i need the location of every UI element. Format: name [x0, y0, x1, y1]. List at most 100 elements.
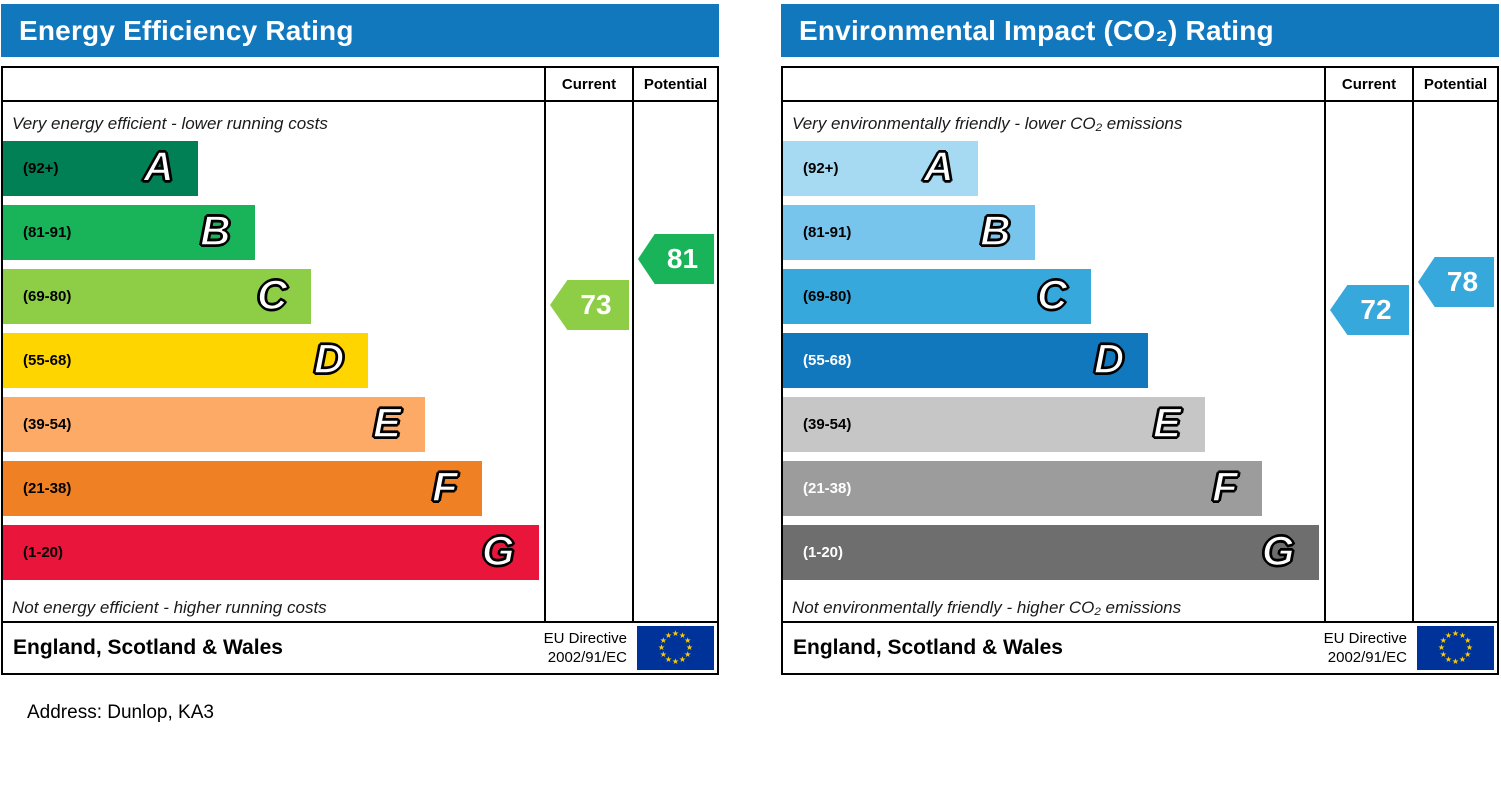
panel-title: Energy Efficiency Rating [19, 14, 354, 46]
table-head: Current Potential [3, 68, 717, 102]
band-range-label: (81-91) [803, 224, 852, 241]
band-letter: G [481, 526, 515, 574]
top-caption: Very energy efficient - lower running co… [12, 114, 328, 133]
epc-band-row-c: (69-80) C [783, 269, 1324, 333]
epc-band-row-c: (69-80) C [3, 269, 544, 333]
band-range-label: (1-20) [803, 544, 844, 561]
current-rating-value: 72 [1360, 294, 1392, 325]
epc-band-bar-f: (21-38) F [783, 461, 1262, 516]
epc-band-bar-g: (1-20) G [3, 525, 539, 580]
table-body: Very energy efficient - lower running co… [3, 102, 717, 621]
band-range-label: (92+) [803, 160, 839, 177]
band-letter: A [143, 142, 175, 190]
potential-column-header: Potential [1412, 68, 1497, 100]
address-line: Address: Dunlop, KA3 [27, 702, 214, 723]
environmental-impact-panel: Environmental Impact (CO₂) Rating Curren… [781, 4, 1499, 675]
band-letter: B [199, 206, 231, 254]
potential-column: 78 [1412, 102, 1497, 621]
band-range-label: (92+) [23, 160, 59, 177]
band-list: (92+) A (81-91) B (69-80) C (55-68) D (39-54) E (2… [783, 141, 1324, 589]
epc-band-bar-g: (1-20) G [783, 525, 1319, 580]
current-column-header: Current [544, 68, 632, 100]
epc-band-bar-b: (81-91) B [783, 205, 1035, 260]
epc-band-row-a: (92+) A [783, 141, 1324, 205]
band-range-label: (55-68) [803, 352, 852, 369]
band-letter: F [1211, 462, 1238, 510]
epc-band-row-e: (39-54) E [783, 397, 1324, 461]
band-letter: D [1093, 334, 1125, 382]
epc-band-row-a: (92+) A [3, 141, 544, 205]
energy-efficiency-table: Current Potential Very energy efficient … [1, 66, 719, 623]
band-letter: E [1152, 398, 1182, 446]
epc-band-row-g: (1-20) G [783, 525, 1324, 589]
region-label: England, Scotland & Wales [793, 636, 1063, 659]
band-letter: G [1261, 526, 1295, 574]
epc-band-bar-c: (69-80) C [783, 269, 1092, 324]
band-letter: F [431, 462, 458, 510]
band-range-label: (55-68) [23, 352, 72, 369]
epc-band-bar-f: (21-38) F [3, 461, 482, 516]
footer-bar: England, Scotland & Wales EU Directive 2… [1, 623, 719, 675]
epc-band-row-g: (1-20) G [3, 525, 544, 589]
band-range-label: (21-38) [803, 480, 852, 497]
bottom-caption: Not environmentally friendly - higher CO… [792, 598, 1182, 617]
current-rating-arrow: 72 [1330, 285, 1409, 335]
band-range-label: (39-54) [803, 416, 852, 433]
current-column: 72 [1324, 102, 1412, 621]
band-range-label: (1-20) [23, 544, 64, 561]
table-head: Current Potential [783, 68, 1497, 102]
region-label: England, Scotland & Wales [13, 636, 283, 659]
epc-band-bar-d: (55-68) D [783, 333, 1149, 388]
epc-band-bar-a: (92+) A [3, 141, 198, 196]
epc-band-row-f: (21-38) F [783, 461, 1324, 525]
band-letter: E [372, 398, 402, 446]
band-range-label: (81-91) [23, 224, 72, 241]
eu-flag-icon: ★ ★ ★ ★ ★ ★ ★ ★ ★ ★ ★ ★ [637, 626, 714, 670]
band-list: (92+) A (81-91) B (69-80) C (55-68) D (39-54) E (2… [3, 141, 544, 589]
potential-column: 81 [632, 102, 717, 621]
head-spacer [3, 68, 544, 100]
epc-band-row-f: (21-38) F [3, 461, 544, 525]
epc-band-bar-e: (39-54) E [783, 397, 1205, 452]
epc-band-row-e: (39-54) E [3, 397, 544, 461]
current-column-header: Current [1324, 68, 1412, 100]
footer-bar: England, Scotland & Wales EU Directive 2… [781, 623, 1499, 675]
current-column: 73 [544, 102, 632, 621]
band-area: Very environmentally friendly - lower CO… [783, 102, 1324, 621]
panel-title: Environmental Impact (CO₂) Rating [799, 14, 1274, 46]
band-range-label: (39-54) [23, 416, 72, 433]
band-letter: A [923, 142, 955, 190]
table-body: Very environmentally friendly - lower CO… [783, 102, 1497, 621]
energy-efficiency-panel: Energy Efficiency Rating Current Potenti… [1, 4, 719, 675]
potential-column-header: Potential [632, 68, 717, 100]
eu-directive-line1: EU Directive [543, 629, 627, 647]
band-letter: B [979, 206, 1011, 254]
environmental-impact-title-bar: Environmental Impact (CO₂) Rating [781, 4, 1499, 57]
current-rating-arrow: 73 [550, 280, 629, 330]
environmental-impact-table: Current Potential Very environmentally f… [781, 66, 1499, 623]
potential-rating-arrow: 81 [638, 234, 714, 284]
band-range-label: (69-80) [803, 288, 852, 305]
energy-efficiency-title-bar: Energy Efficiency Rating [1, 4, 719, 57]
epc-band-bar-c: (69-80) C [3, 269, 312, 324]
epc-band-row-d: (55-68) D [783, 333, 1324, 397]
band-range-label: (21-38) [23, 480, 72, 497]
band-area: Very energy efficient - lower running co… [3, 102, 544, 621]
epc-band-row-b: (81-91) B [783, 205, 1324, 269]
potential-rating-value: 81 [666, 243, 699, 274]
current-rating-value: 73 [580, 289, 612, 320]
potential-rating-arrow: 78 [1418, 257, 1494, 307]
epc-band-bar-e: (39-54) E [3, 397, 425, 452]
epc-band-row-d: (55-68) D [3, 333, 544, 397]
band-letter: D [313, 334, 345, 382]
eu-directive-label: EU Directive 2002/91/EC [544, 629, 627, 668]
band-range-label: (69-80) [23, 288, 72, 305]
epc-band-bar-d: (55-68) D [3, 333, 369, 388]
eu-directive-line2: 2002/91/EC [547, 649, 627, 666]
eu-flag-icon: ★ ★ ★ ★ ★ ★ ★ ★ ★ ★ ★ ★ [1417, 626, 1494, 670]
epc-band-bar-b: (81-91) B [3, 205, 255, 260]
head-spacer [783, 68, 1324, 100]
band-letter: C [256, 270, 288, 318]
epc-band-row-b: (81-91) B [3, 205, 544, 269]
band-letter: C [1036, 270, 1068, 318]
